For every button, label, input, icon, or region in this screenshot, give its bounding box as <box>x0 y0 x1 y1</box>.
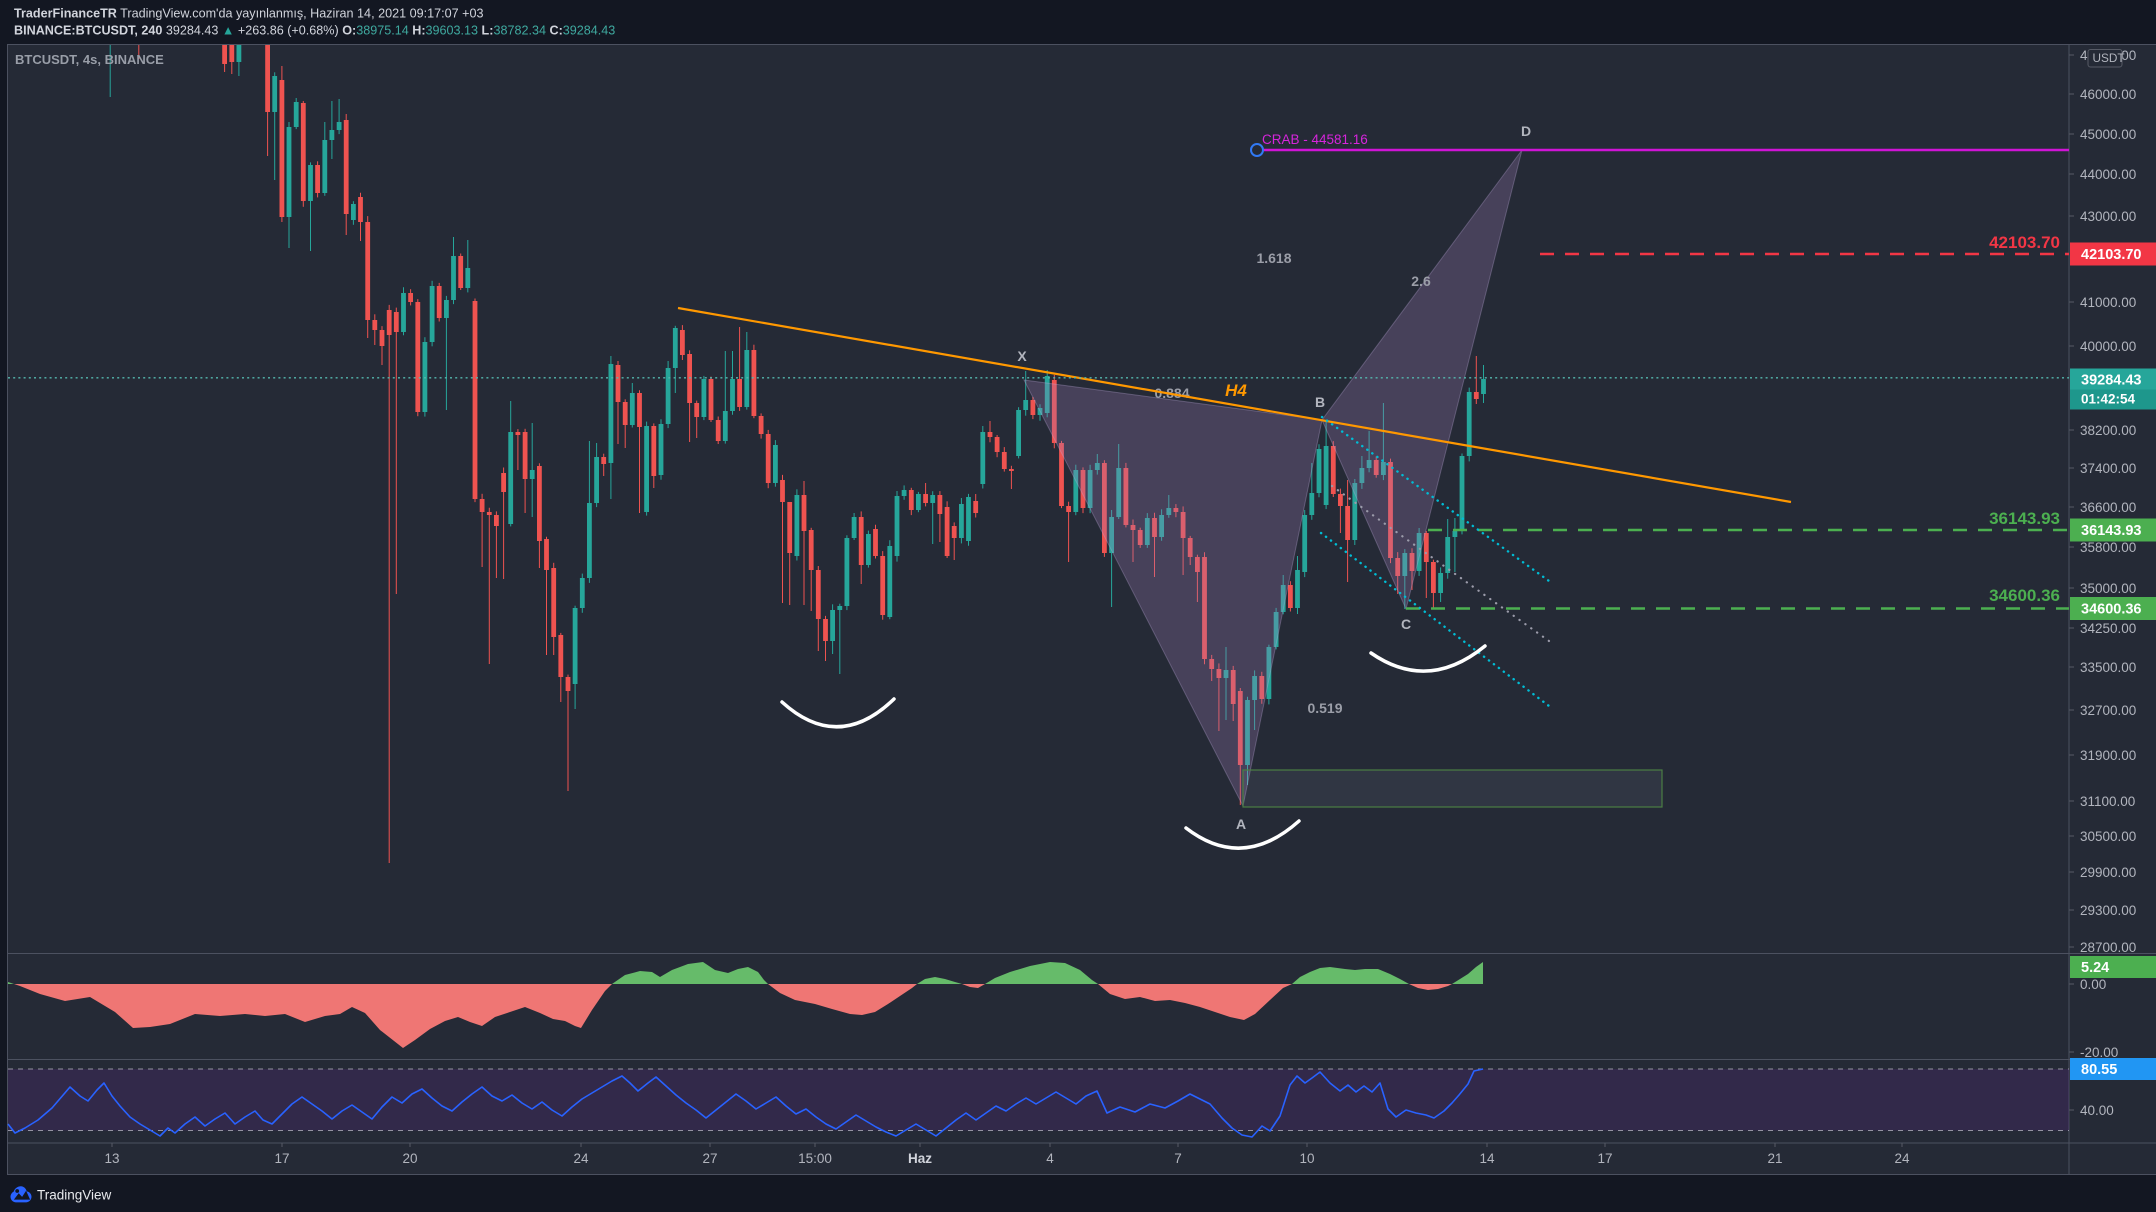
svg-text:34600.36: 34600.36 <box>1989 586 2060 605</box>
svg-text:24: 24 <box>1894 1151 1910 1166</box>
svg-text:TraderFinanceTR TradingView.co: TraderFinanceTR TradingView.com'da yayın… <box>14 7 483 21</box>
svg-text:37400.00: 37400.00 <box>2080 461 2136 476</box>
svg-text:36600.00: 36600.00 <box>2080 500 2136 515</box>
svg-text:34250.00: 34250.00 <box>2080 621 2136 636</box>
svg-text:33500.00: 33500.00 <box>2080 660 2136 675</box>
svg-text:29900.00: 29900.00 <box>2080 865 2136 880</box>
svg-text:14: 14 <box>1479 1151 1495 1166</box>
svg-text:39284.43: 39284.43 <box>2081 373 2141 389</box>
svg-text:44000.00: 44000.00 <box>2080 167 2136 182</box>
svg-text:45000.00: 45000.00 <box>2080 127 2136 142</box>
svg-text:43000.00: 43000.00 <box>2080 209 2136 224</box>
svg-text:0.884: 0.884 <box>1154 385 1189 401</box>
svg-text:36143.93: 36143.93 <box>2081 523 2141 539</box>
svg-text:CRAB - 44581.16: CRAB - 44581.16 <box>1262 132 1368 147</box>
svg-text:0.00: 0.00 <box>2080 977 2106 992</box>
svg-text:TradingView: TradingView <box>37 1188 112 1203</box>
svg-text:01:42:54: 01:42:54 <box>2081 392 2136 407</box>
svg-text:30500.00: 30500.00 <box>2080 829 2136 844</box>
svg-text:H4: H4 <box>1225 381 1247 400</box>
svg-text:32700.00: 32700.00 <box>2080 703 2136 718</box>
svg-text:34600.36: 34600.36 <box>2081 602 2141 618</box>
svg-text:15:00: 15:00 <box>798 1151 832 1166</box>
svg-text:27: 27 <box>702 1151 717 1166</box>
svg-text:7: 7 <box>1174 1151 1182 1166</box>
svg-text:BTCUSDT, 4s, BINANCE: BTCUSDT, 4s, BINANCE <box>15 52 164 67</box>
svg-text:40.00: 40.00 <box>2080 1103 2114 1118</box>
svg-text:17: 17 <box>1597 1151 1612 1166</box>
svg-text:17: 17 <box>274 1151 289 1166</box>
svg-text:35800.00: 35800.00 <box>2080 540 2136 555</box>
svg-text:13: 13 <box>104 1151 119 1166</box>
svg-text:41000.00: 41000.00 <box>2080 295 2136 310</box>
svg-text:28700.00: 28700.00 <box>2080 940 2136 955</box>
svg-text:31900.00: 31900.00 <box>2080 748 2136 763</box>
svg-text:X: X <box>1017 348 1027 364</box>
svg-text:C: C <box>1401 616 1411 632</box>
svg-text:42103.70: 42103.70 <box>2081 247 2141 263</box>
svg-text:24: 24 <box>573 1151 589 1166</box>
svg-text:4: 4 <box>1046 1151 1054 1166</box>
svg-text:BINANCE:BTCUSDT, 240 39284.43: BINANCE:BTCUSDT, 240 39284.43 ▲ +263.86 … <box>14 24 615 38</box>
svg-text:B: B <box>1315 394 1325 410</box>
svg-text:46000.00: 46000.00 <box>2080 87 2136 102</box>
svg-text:Haz: Haz <box>908 1151 932 1166</box>
svg-text:42103.70: 42103.70 <box>1989 233 2060 252</box>
svg-text:USDT: USDT <box>2093 51 2125 65</box>
svg-text:-20.00: -20.00 <box>2080 1045 2118 1060</box>
svg-text:31100.00: 31100.00 <box>2080 794 2135 809</box>
svg-text:20: 20 <box>402 1151 417 1166</box>
svg-text:40000.00: 40000.00 <box>2080 339 2136 354</box>
svg-text:A: A <box>1236 816 1246 832</box>
svg-text:80.55: 80.55 <box>2081 1062 2117 1078</box>
svg-text:D: D <box>1521 123 1531 139</box>
svg-text:1.618: 1.618 <box>1256 250 1291 266</box>
svg-text:2.6: 2.6 <box>1411 273 1431 289</box>
svg-text:29300.00: 29300.00 <box>2080 903 2136 918</box>
svg-text:21: 21 <box>1767 1151 1782 1166</box>
svg-text:0.519: 0.519 <box>1307 700 1342 716</box>
svg-text:36143.93: 36143.93 <box>1989 509 2060 528</box>
svg-text:10: 10 <box>1299 1151 1314 1166</box>
svg-text:35000.00: 35000.00 <box>2080 581 2136 596</box>
svg-text:38200.00: 38200.00 <box>2080 423 2136 438</box>
svg-text:5.24: 5.24 <box>2081 960 2109 976</box>
